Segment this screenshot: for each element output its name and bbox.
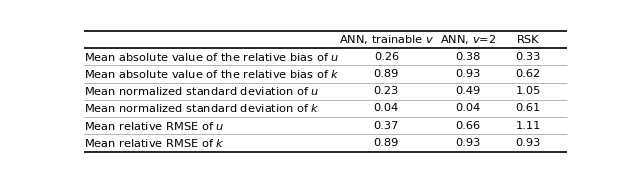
Text: 0.93: 0.93 [455,138,480,148]
Text: 0.04: 0.04 [374,103,399,114]
Text: ANN, trainable $v$: ANN, trainable $v$ [338,33,434,46]
Text: RSK: RSK [517,35,539,44]
Text: Mean normalized standard deviation of $u$: Mean normalized standard deviation of $u… [85,85,320,97]
Text: 0.49: 0.49 [455,86,480,96]
Text: Mean relative RMSE of $k$: Mean relative RMSE of $k$ [85,137,225,149]
Text: 0.89: 0.89 [373,69,399,79]
Text: 0.62: 0.62 [515,69,541,79]
Text: 0.38: 0.38 [455,52,480,62]
Text: 0.93: 0.93 [515,138,541,148]
Text: 0.37: 0.37 [373,121,399,131]
Text: 0.66: 0.66 [455,121,480,131]
Text: 0.04: 0.04 [455,103,480,114]
Text: 1.05: 1.05 [515,86,541,96]
Text: 0.61: 0.61 [515,103,541,114]
Text: 0.23: 0.23 [374,86,399,96]
Text: 0.26: 0.26 [374,52,399,62]
Text: 0.89: 0.89 [373,138,399,148]
Text: ANN, $v$=2: ANN, $v$=2 [439,33,496,46]
Text: 0.93: 0.93 [455,69,480,79]
Text: Mean absolute value of the relative bias of $u$: Mean absolute value of the relative bias… [85,51,340,63]
Text: 0.33: 0.33 [515,52,541,62]
Text: Mean absolute value of the relative bias of $k$: Mean absolute value of the relative bias… [85,68,340,80]
Text: Mean relative RMSE of $u$: Mean relative RMSE of $u$ [85,120,225,132]
Text: 1.11: 1.11 [515,121,541,131]
Text: Mean normalized standard deviation of $k$: Mean normalized standard deviation of $k… [85,103,321,114]
